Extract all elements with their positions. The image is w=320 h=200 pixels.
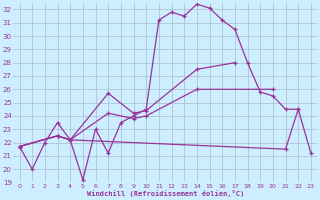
X-axis label: Windchill (Refroidissement éolien,°C): Windchill (Refroidissement éolien,°C) (87, 190, 244, 197)
